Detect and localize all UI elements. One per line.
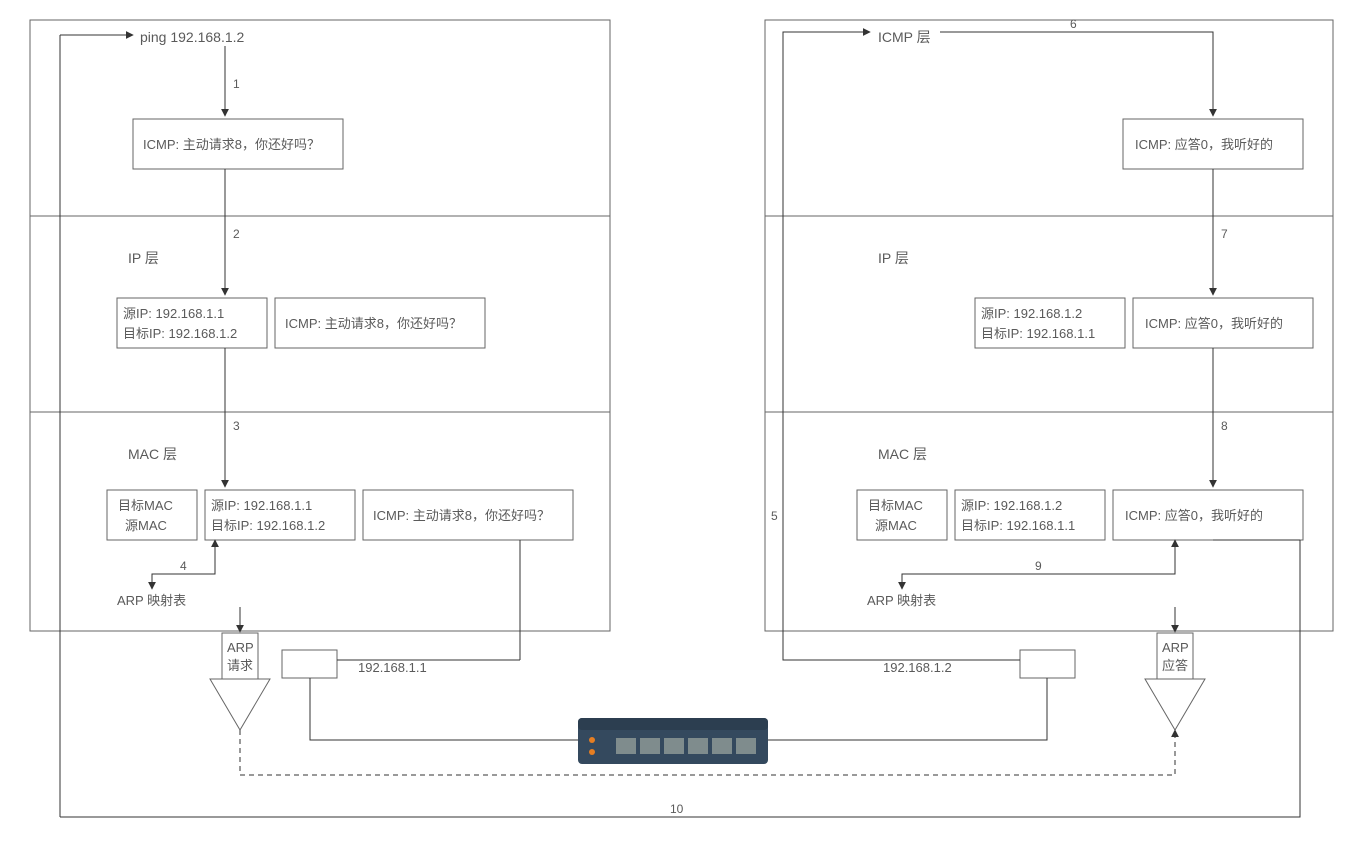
left-nic xyxy=(282,650,337,678)
right-icmp-box: ICMP: 应答0，我听好的 xyxy=(1135,137,1273,152)
arp-response: ARP 应答 xyxy=(1145,633,1205,730)
left-arp-label: ARP 映射表 xyxy=(117,593,186,608)
diagram: ping 192.168.1.2 ICMP: 主动请求8，你还好吗？ 1 2 I… xyxy=(0,0,1345,853)
left-mac-ip-src: 源IP: 192.168.1.1 xyxy=(211,498,312,513)
svg-text:应答: 应答 xyxy=(1162,658,1188,673)
left-ip-label: IP 层 xyxy=(128,250,159,266)
left-mac-icmp: ICMP: 主动请求8，你还好吗？ xyxy=(373,508,550,523)
right-arp-label: ARP 映射表 xyxy=(867,593,936,608)
right-nic-ip: 192.168.1.2 xyxy=(883,660,952,675)
left-ip-src: 源IP: 192.168.1.1 xyxy=(123,306,224,321)
step-2: 2 xyxy=(233,227,240,241)
left-mac-ip-dst: 目标IP: 192.168.1.2 xyxy=(211,518,325,533)
step-3: 3 xyxy=(233,419,240,433)
right-ip-icmp: ICMP: 应答0，我听好的 xyxy=(1145,316,1283,331)
svg-text:ARP: ARP xyxy=(227,640,254,655)
right-mac-src: 源MAC xyxy=(875,518,917,533)
arp-request: ARP 请求 xyxy=(210,633,270,730)
right-mac-icmp: ICMP: 应答0，我听好的 xyxy=(1125,508,1263,523)
left-mac-src: 源MAC xyxy=(125,518,167,533)
right-ip-src: 源IP: 192.168.1.2 xyxy=(981,306,1082,321)
right-ip-dst: 目标IP: 192.168.1.1 xyxy=(981,326,1095,341)
left-ip-dst: 目标IP: 192.168.1.2 xyxy=(123,326,237,341)
step-4: 4 xyxy=(180,559,187,573)
network-switch-icon xyxy=(578,718,768,764)
step-1: 1 xyxy=(233,77,240,91)
ping-title: ping 192.168.1.2 xyxy=(140,29,245,45)
right-nic xyxy=(1020,650,1075,678)
step-8: 8 xyxy=(1221,419,1228,433)
left-mac-label: MAC 层 xyxy=(128,446,177,462)
left-icmp-box: ICMP: 主动请求8，你还好吗？ xyxy=(143,137,320,152)
left-mac-dst: 目标MAC xyxy=(118,498,173,513)
right-icmp-label: ICMP 层 xyxy=(878,29,931,45)
left-nic-ip: 192.168.1.1 xyxy=(358,660,427,675)
right-mac-ip-dst: 目标IP: 192.168.1.1 xyxy=(961,518,1075,533)
svg-text:请求: 请求 xyxy=(227,658,253,673)
step-6: 6 xyxy=(1070,17,1077,31)
step-5: 5 xyxy=(771,509,778,523)
left-ip-icmp: ICMP: 主动请求8，你还好吗？ xyxy=(285,316,462,331)
right-ip-label: IP 层 xyxy=(878,250,909,266)
right-mac-dst: 目标MAC xyxy=(868,498,923,513)
step-10: 10 xyxy=(670,802,684,816)
right-mac-label: MAC 层 xyxy=(878,446,927,462)
right-stack: ICMP 层 ICMP: 应答0，我听好的 6 7 IP 层 源IP: 192.… xyxy=(765,17,1333,730)
step-7: 7 xyxy=(1221,227,1228,241)
right-mac-ip-src: 源IP: 192.168.1.2 xyxy=(961,498,1062,513)
left-stack: ping 192.168.1.2 ICMP: 主动请求8，你还好吗？ 1 2 I… xyxy=(30,20,610,730)
svg-text:ARP: ARP xyxy=(1162,640,1189,655)
step-9: 9 xyxy=(1035,559,1042,573)
